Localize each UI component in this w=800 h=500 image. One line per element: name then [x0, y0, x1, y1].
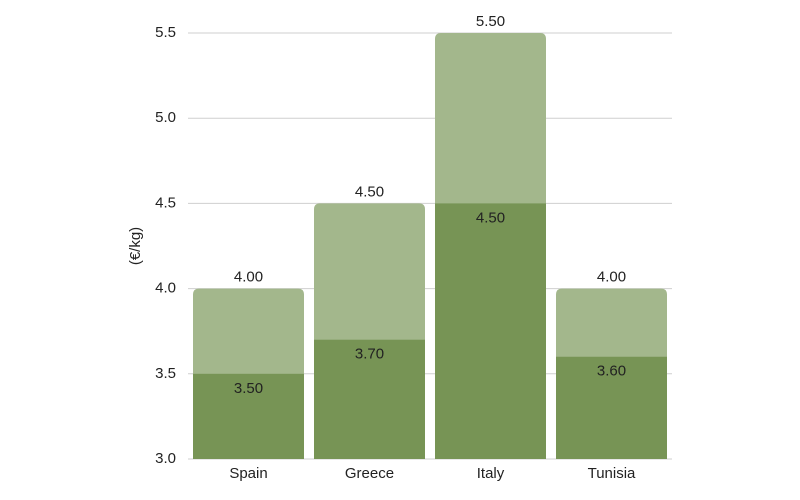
value-label: 4.00 — [234, 269, 263, 286]
bar — [193, 373, 304, 459]
bar — [435, 203, 546, 459]
bar — [556, 356, 667, 459]
x-tick-label: Tunisia — [588, 465, 636, 482]
value-label: 3.60 — [597, 363, 626, 380]
value-label: 4.00 — [597, 269, 626, 286]
y-tick-label: 5.0 — [155, 109, 176, 126]
value-label: 5.50 — [476, 13, 505, 30]
y-tick-label: 5.5 — [155, 24, 176, 41]
y-axis-label: (€/kg) — [127, 227, 144, 265]
value-label: 3.70 — [355, 346, 384, 363]
value-label: 4.50 — [355, 183, 384, 200]
bar — [314, 339, 425, 459]
value-label: 3.50 — [234, 380, 263, 397]
x-tick-label: Italy — [477, 465, 505, 482]
y-tick-label: 3.5 — [155, 365, 176, 382]
y-tick-label: 3.0 — [155, 450, 176, 467]
y-tick-label: 4.5 — [155, 194, 176, 211]
x-tick-label: Spain — [229, 465, 267, 482]
value-label: 4.50 — [476, 209, 505, 226]
y-tick-label: 4.0 — [155, 280, 176, 297]
x-tick-label: Greece — [345, 465, 394, 482]
